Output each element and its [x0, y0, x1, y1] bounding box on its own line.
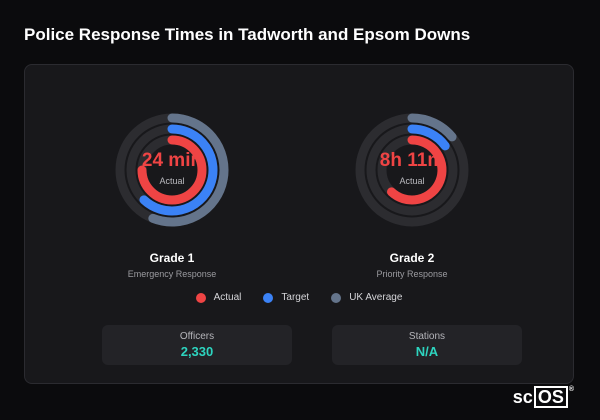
target-ring-arc [407, 124, 450, 151]
legend-label: Target [281, 292, 310, 303]
gauge-value: 8h 11m [379, 150, 445, 171]
brand-prefix: sc [512, 386, 533, 407]
response-times-card: 24 min Actual Grade 1 Emergency Response… [24, 64, 574, 384]
gauge-name: Grade 2 [389, 251, 435, 265]
page-title: Police Response Times in Tadworth and Ep… [24, 25, 471, 44]
grade-2-radial-chart [355, 113, 469, 227]
stat-value: N/A [415, 344, 439, 359]
gauge-grade-2: 8h 11m Actual Grade 2 Priority Response [347, 105, 477, 279]
legend-label: UK Average [349, 292, 403, 303]
stat-label: Officers [179, 331, 215, 342]
legend-label: Actual [213, 292, 242, 303]
stat-stations: Stations N/A [332, 325, 522, 365]
stat-label: Stations [408, 331, 446, 342]
legend-item-target: Target [263, 292, 309, 303]
gauge-grade-1: 24 min Actual Grade 1 Emergency Response [107, 105, 237, 279]
actual-ring-arc [137, 135, 207, 205]
gauge-sub-label: Actual [399, 176, 425, 186]
gauge-sub-label: Actual [159, 176, 185, 186]
grade-1-radial-chart [115, 113, 229, 227]
gauge-name: Grade 1 [149, 251, 195, 265]
brand-logo: sc OS ® [513, 386, 574, 408]
stat-officers: Officers 2,330 [102, 325, 292, 365]
legend-dot [195, 292, 206, 303]
legend-item-uk-average: UK Average [331, 292, 402, 303]
gauge-description: Emergency Response [127, 269, 217, 279]
gauge-value: 24 min [141, 150, 203, 171]
legend-dot [263, 292, 274, 303]
brand-box: OS [533, 386, 568, 408]
legend-item-actual: Actual [195, 292, 242, 303]
target-ring-arc [139, 124, 218, 216]
registered-mark: ® [568, 386, 574, 393]
actual-ring-arc [386, 135, 447, 205]
stat-value: 2,330 [180, 344, 214, 359]
uk-average-ring-arc [407, 113, 457, 142]
legend: Actual Target UK Average [25, 292, 573, 303]
uk-average-ring-arc [148, 113, 229, 227]
gauge-description: Priority Response [376, 269, 448, 279]
legend-dot [331, 292, 342, 303]
